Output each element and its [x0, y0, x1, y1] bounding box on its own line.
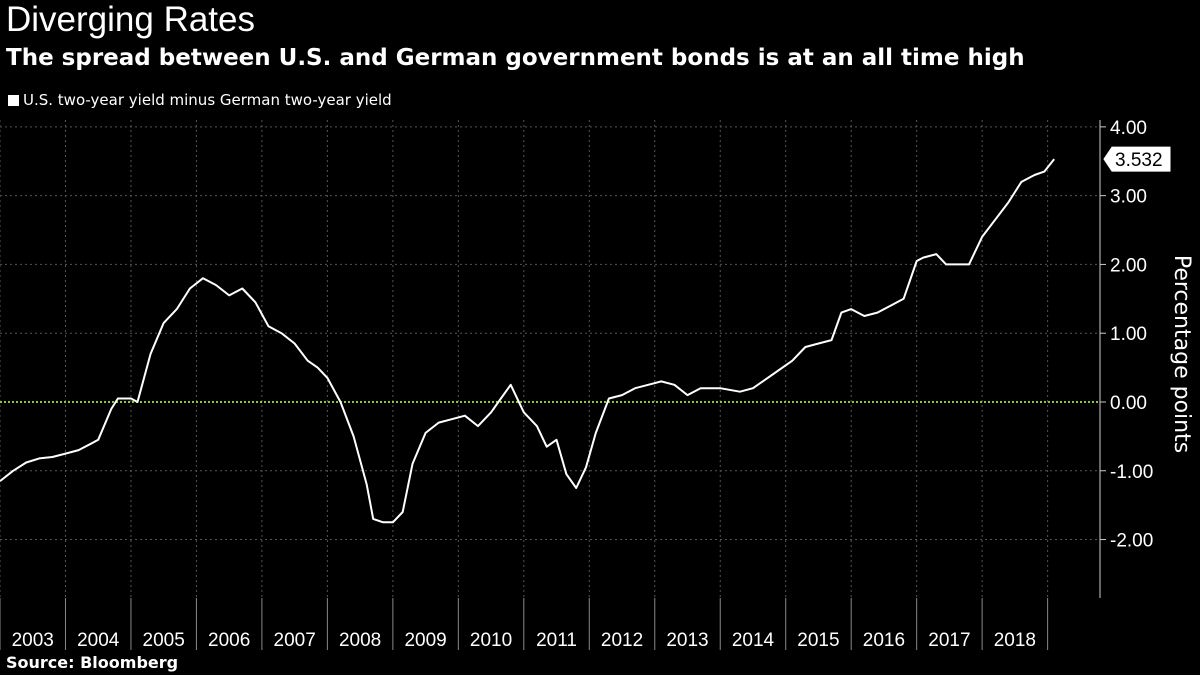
x-tick-label: 2014 [732, 630, 775, 651]
y-tick-label: 0.00 [1110, 393, 1147, 414]
y-tick-label: -2.00 [1110, 531, 1153, 552]
last-value-label: 3.532 [1115, 150, 1163, 171]
x-tick-label: 2004 [77, 630, 120, 651]
legend-swatch [8, 94, 19, 106]
x-tick-label: 2009 [404, 630, 446, 651]
y-tick-label: 4.00 [1110, 118, 1147, 139]
x-tick-label: 2015 [797, 630, 839, 651]
source-note: Source: Bloomberg [6, 653, 179, 672]
y-tick-label: 3.00 [1110, 187, 1147, 208]
x-tick-label: 2010 [470, 630, 512, 651]
legend: U.S. two-year yield minus German two-yea… [8, 91, 392, 109]
last-value-callout [1103, 146, 1171, 172]
x-tick-label: 2016 [863, 630, 905, 651]
series-line [0, 158, 1055, 524]
x-tick-label: 2008 [339, 630, 381, 651]
y-tick-label: 1.00 [1110, 324, 1147, 345]
chart-title: Diverging Rates [6, 0, 255, 39]
y-tick-label: 2.00 [1110, 255, 1147, 276]
x-tick-label: 2012 [601, 630, 643, 651]
y-tick-label: -1.00 [1110, 462, 1153, 483]
x-tick-label: 2018 [994, 630, 1036, 651]
x-tick-label: 2006 [208, 630, 250, 651]
x-tick-label: 2013 [666, 630, 708, 651]
x-tick-label: 2007 [274, 630, 316, 651]
x-tick-label: 2005 [143, 630, 185, 651]
x-tick-label: 2011 [536, 630, 577, 651]
chart-subtitle: The spread between U.S. and German gover… [6, 45, 1025, 71]
y-axis-label: Percentage points [1169, 255, 1194, 453]
legend-label: U.S. two-year yield minus German two-yea… [23, 91, 392, 109]
x-tick-label: 2017 [928, 630, 970, 651]
x-tick-label: 2003 [12, 630, 54, 651]
